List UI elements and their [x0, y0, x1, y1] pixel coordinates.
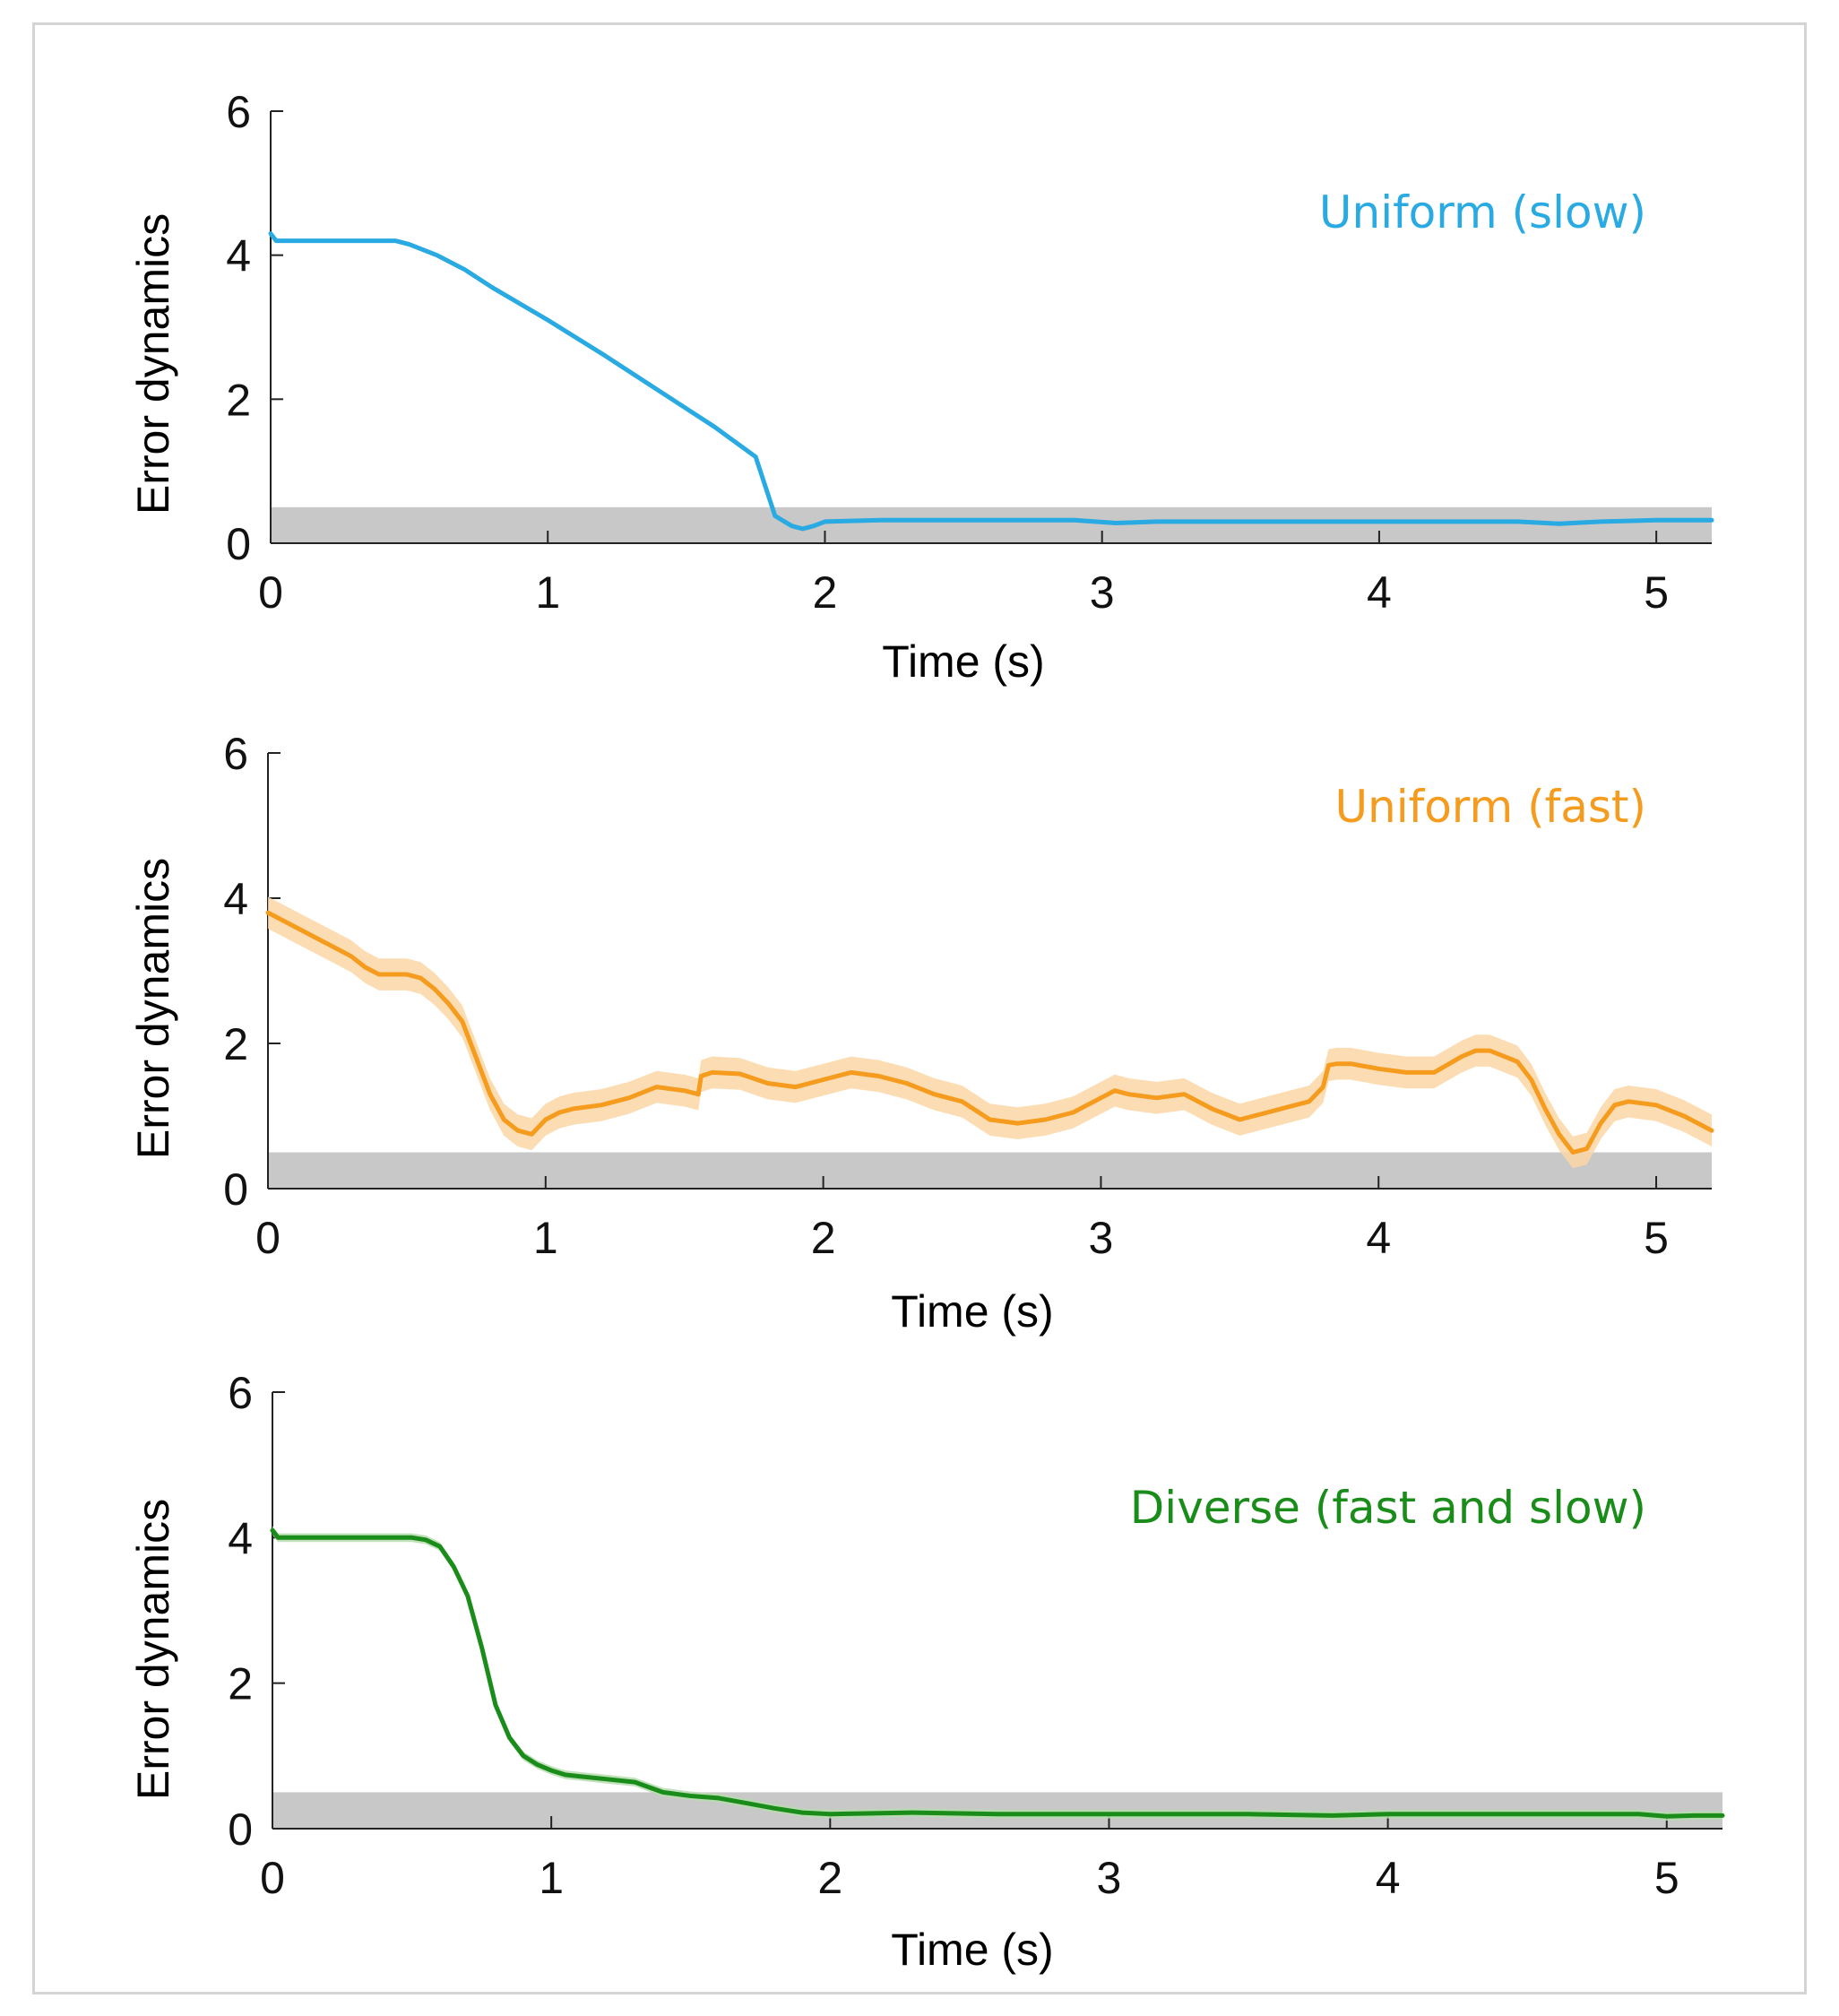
- y-tick-label: 6: [223, 729, 248, 779]
- x-axis-label: Time (s): [891, 1286, 1053, 1337]
- x-tick-label: 5: [1654, 1853, 1679, 1903]
- y-tick-label: 2: [223, 1019, 248, 1069]
- y-tick-label: 0: [228, 1804, 253, 1855]
- y-tick-label: 6: [228, 1368, 253, 1418]
- x-tick-label: 1: [533, 1213, 558, 1263]
- x-tick-label: 5: [1644, 1213, 1669, 1263]
- y-tick-label: 0: [223, 1164, 248, 1215]
- panel-title: Uniform (fast): [1334, 781, 1646, 833]
- x-tick-label: 1: [539, 1853, 564, 1903]
- x-axis-label: Time (s): [882, 636, 1044, 687]
- panel-title: Uniform (slow): [1319, 186, 1646, 238]
- x-tick-label: 0: [258, 567, 283, 618]
- y-axis-label: Error dynamics: [128, 858, 178, 1159]
- x-tick-label: 2: [811, 1213, 836, 1263]
- panel-title: Diverse (fast and slow): [1130, 1482, 1646, 1534]
- y-tick-label: 4: [228, 1513, 253, 1563]
- x-tick-label: 0: [260, 1853, 285, 1903]
- x-tick-label: 4: [1366, 1213, 1391, 1263]
- y-tick-label: 2: [226, 375, 251, 425]
- y-tick-label: 2: [228, 1659, 253, 1709]
- panel-uniform-slow: Uniform (slow) Time (s) Error dynamics 0…: [128, 87, 1714, 687]
- series-line: [270, 1527, 1725, 1819]
- x-tick-label: 0: [255, 1213, 281, 1263]
- x-tick-label: 2: [813, 567, 838, 618]
- y-tick-label: 4: [226, 231, 251, 281]
- panel-diverse: Diverse (fast and slow) Time (s) Error d…: [128, 1368, 1725, 1975]
- x-tick-label: 5: [1644, 567, 1669, 618]
- y-axis-label: Error dynamics: [128, 213, 178, 515]
- x-tick-label: 2: [817, 1853, 842, 1903]
- x-tick-label: 3: [1097, 1853, 1122, 1903]
- series-line: [265, 910, 1714, 1155]
- x-axis-label: Time (s): [891, 1925, 1053, 1975]
- x-tick-label: 1: [535, 567, 560, 618]
- series-confidence-band: [271, 231, 1712, 532]
- y-tick-label: 4: [223, 874, 248, 924]
- threshold-band: [268, 1152, 1712, 1189]
- y-axis-label: Error dynamics: [128, 1499, 178, 1800]
- series-line: [268, 231, 1714, 532]
- x-tick-label: 3: [1089, 1213, 1114, 1263]
- y-tick-label: 6: [226, 87, 251, 137]
- panel-uniform-fast: Uniform (fast) Time (s) Error dynamics 0…: [128, 729, 1714, 1337]
- series-confidence-band: [268, 896, 1712, 1169]
- threshold-band: [271, 506, 1712, 543]
- x-tick-label: 3: [1090, 567, 1115, 618]
- x-tick-label: 4: [1376, 1853, 1401, 1903]
- figure-frame: [32, 22, 1807, 1994]
- y-tick-label: 0: [226, 519, 251, 569]
- x-tick-label: 4: [1367, 567, 1392, 618]
